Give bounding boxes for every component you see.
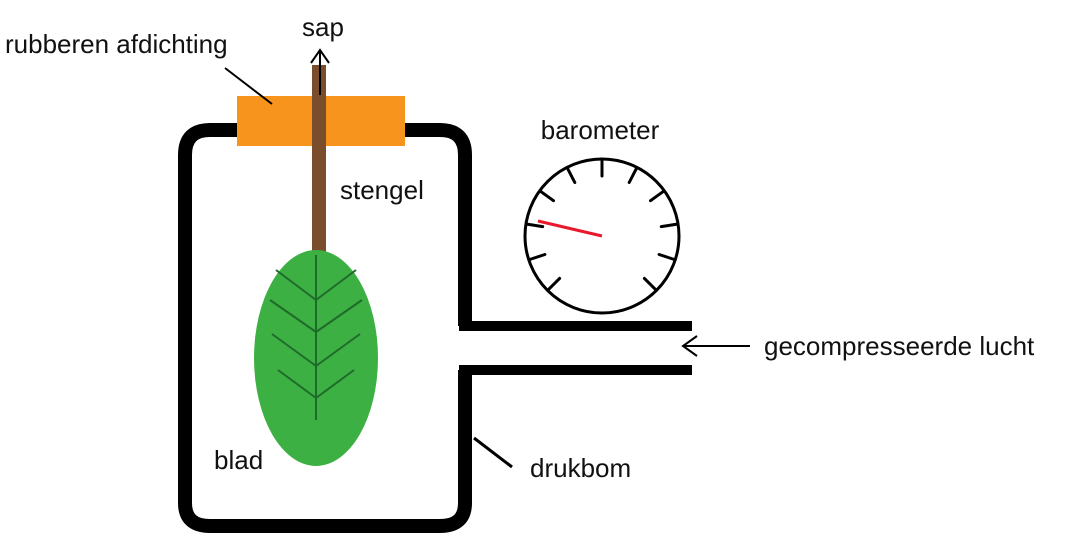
- gauge-tick: [659, 222, 679, 229]
- gauge-tick: [546, 276, 562, 292]
- gauge-tick: [525, 222, 545, 229]
- label-compressed-air: gecompresseerde lucht: [764, 331, 1035, 361]
- gauge-tick: [649, 189, 665, 203]
- gauge-tick: [539, 189, 555, 203]
- gauge-tick: [627, 166, 638, 184]
- label-stem: stengel: [340, 175, 424, 205]
- gauge-tick: [528, 253, 547, 261]
- gauge-needle: [537, 219, 603, 238]
- label-barometer: barometer: [541, 115, 660, 145]
- label-leaf: blad: [214, 445, 263, 475]
- arrow-left-icon: [681, 335, 750, 357]
- gauge-tick: [642, 276, 658, 292]
- gauge-ticks: [525, 158, 679, 292]
- label-pressure-bomb: drukbom: [530, 453, 631, 483]
- leaf-veins: [269, 255, 363, 420]
- seal-leader-line: [224, 67, 273, 105]
- bomb-leader-line: [473, 436, 513, 469]
- arrow-up-icon: [310, 48, 330, 95]
- pressure-bomb-container: [178, 123, 472, 533]
- gauge-tick: [657, 253, 676, 261]
- stem: [312, 65, 326, 255]
- label-sap: sap: [302, 12, 344, 42]
- gauge-tick: [566, 166, 577, 184]
- leaf: [254, 250, 378, 466]
- pressure-gauge-icon: [523, 157, 681, 315]
- label-rubber-seal: rubberen afdichting: [5, 29, 228, 59]
